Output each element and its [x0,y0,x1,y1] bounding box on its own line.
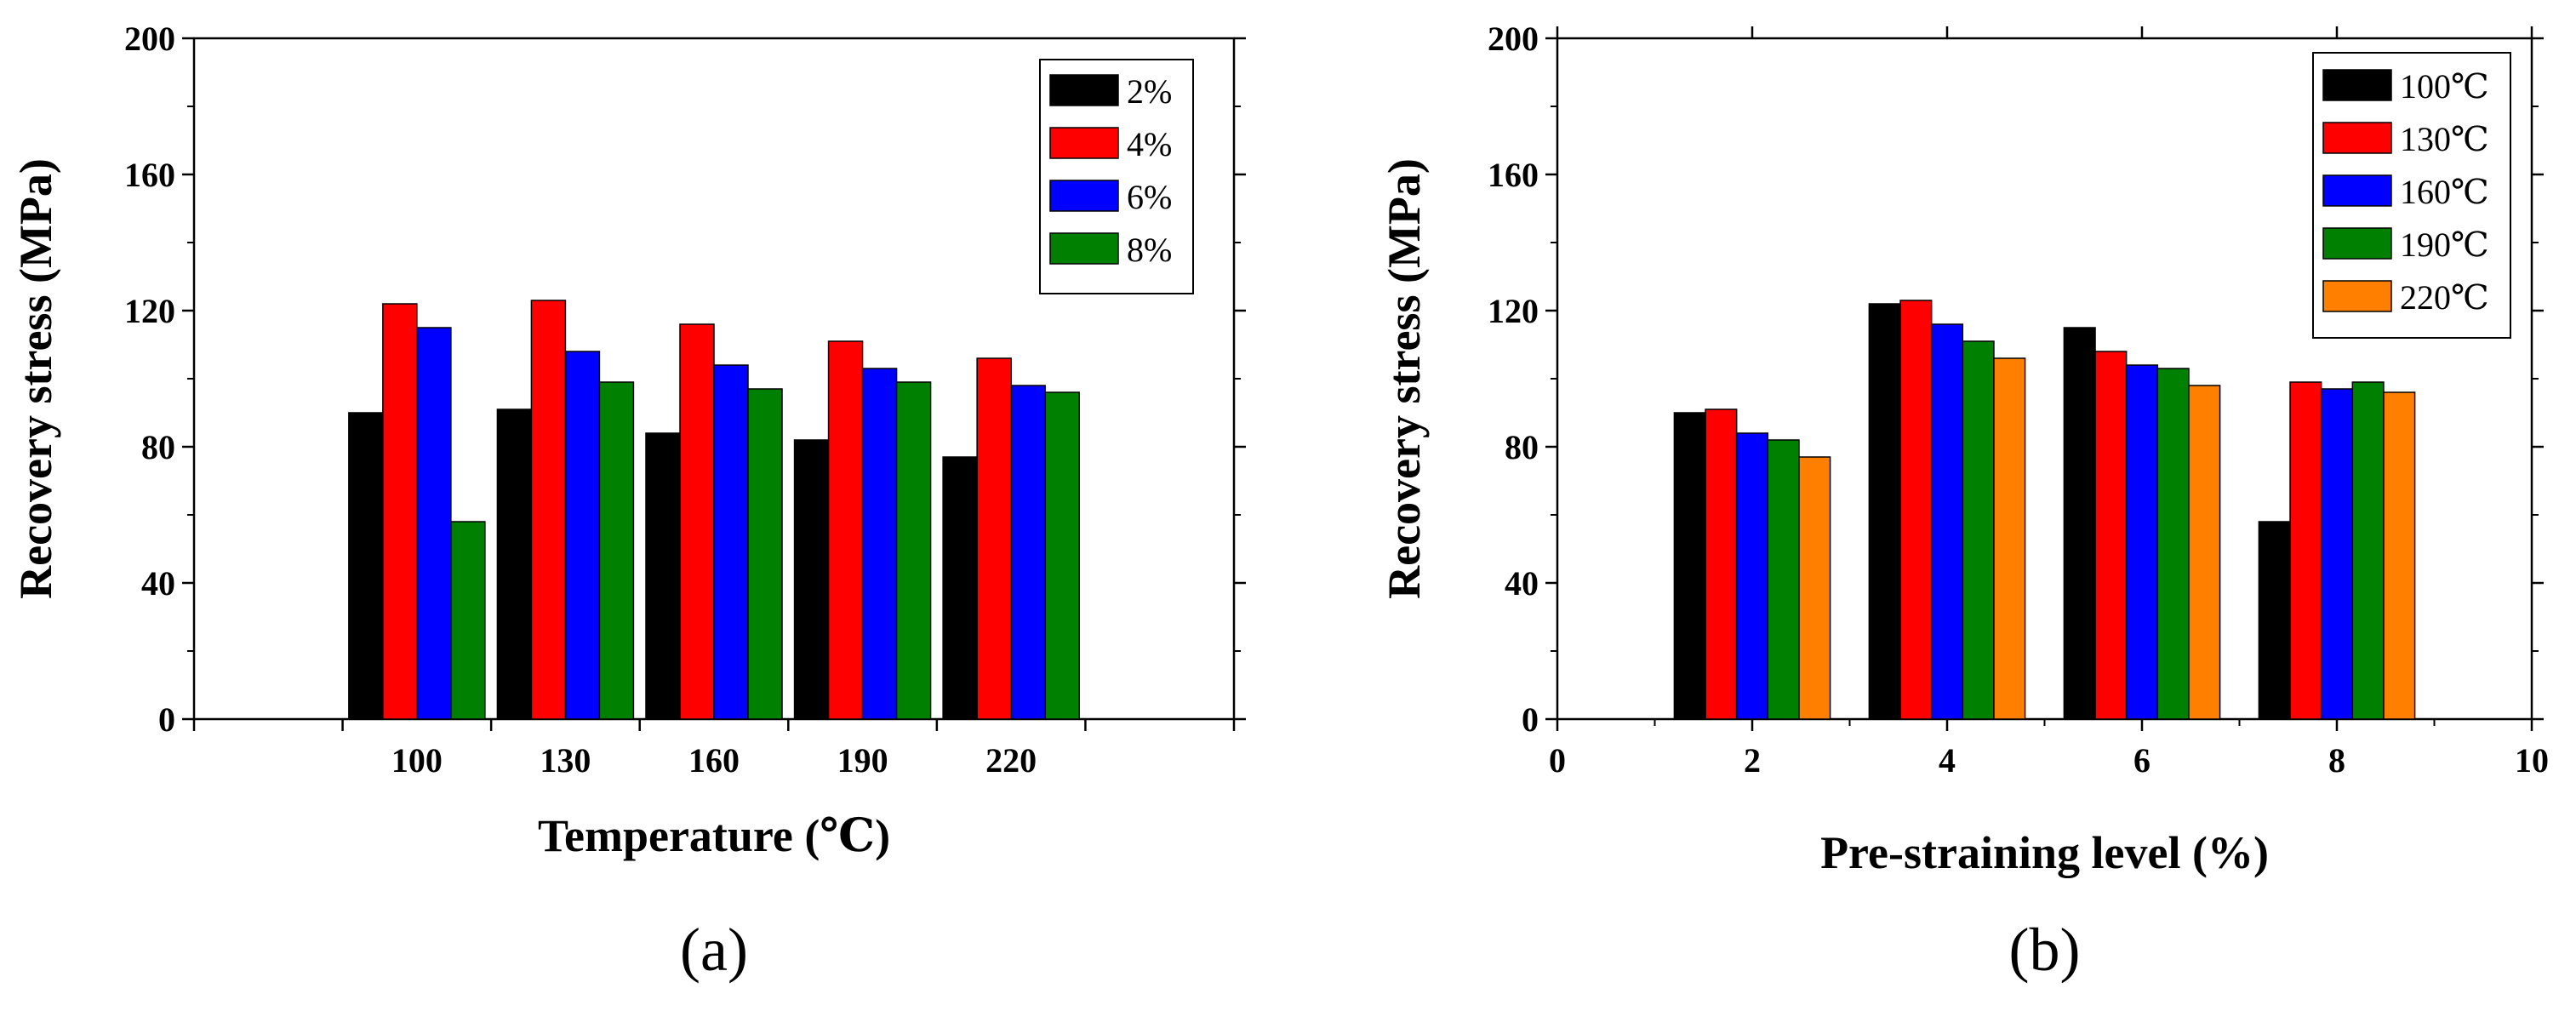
legend-swatch [2322,69,2392,101]
panel-label: (b) [2009,916,2081,984]
bar [679,323,715,720]
y-tick-label: 0 [158,700,175,739]
y-tick-label: 80 [1505,428,1539,466]
legend-swatch [2322,174,2392,207]
bar [861,368,898,720]
x-tick-label: 10 [2515,741,2549,780]
y-tick-label: 200 [1488,20,1539,58]
bar [976,357,1012,720]
bar [1767,439,1800,720]
y-tick-label: 160 [124,156,175,194]
legend-swatch [1049,74,1119,106]
bar [1993,357,2026,720]
legend-label: 4% [1127,125,1172,163]
y-tick-label: 40 [1505,564,1539,603]
legend-label: 160℃ [2400,173,2489,211]
bar [2320,388,2354,720]
legend-swatch [2322,227,2392,260]
bar [530,300,567,720]
x-tick-label: 160 [688,741,740,780]
x-tick-label: 6 [2133,741,2150,780]
chart-panel-b: 0 40 80 120 160 200 0 2 4 6 8 10 100℃ 130℃ 160℃ 190℃ 220… [1379,20,2549,984]
x-tick-label: 2 [1744,741,1761,780]
legend-swatch [1049,232,1119,265]
bar [1673,412,1706,720]
bar [382,303,418,720]
bar [1798,456,1831,720]
bar [2258,521,2291,720]
bar [2094,351,2128,720]
bar [747,388,783,720]
bar [348,412,384,720]
bar [2063,327,2096,720]
x-axis-title: Pre-straining level (%) [1820,827,2269,878]
bar [1962,340,1995,720]
legend-swatch [1049,127,1119,159]
x-tick-label: 0 [1549,741,1566,780]
y-tick-label: 200 [124,20,175,58]
y-tick-label: 40 [141,564,175,603]
bar [496,408,533,720]
bar [2156,368,2190,720]
bar [1930,323,1964,720]
bar [942,456,978,720]
bar [2125,364,2159,720]
bar [2188,385,2221,720]
y-axis-title: Recovery stress (MPa) [10,158,61,599]
bar [1735,432,1769,720]
legend-label: 130℃ [2400,120,2489,158]
bar [713,364,749,720]
y-tick-label: 160 [1488,156,1539,194]
bar [598,381,635,720]
x-axis-title: Temperature (℃) [538,810,890,861]
bar [1868,303,1901,720]
legend-label: 8% [1127,231,1172,269]
legend-swatch [1049,180,1119,212]
bar [827,340,864,720]
bar [2351,381,2385,720]
chart-panel-a: 0 40 80 120 160 200 100 130 160 190 220 2% 4% 6% 8% Tem… [10,20,1246,984]
bar [2383,391,2416,720]
bar [416,327,452,720]
y-tick-label: 120 [1488,292,1539,330]
legend-swatch [2322,122,2392,154]
legend-swatch [2322,280,2392,312]
bar [1044,391,1080,720]
bar [1899,300,1933,720]
bar [645,432,681,720]
legend-label: 6% [1127,178,1172,216]
x-tick-label: 8 [2328,741,2345,780]
bar [564,351,601,720]
y-tick-label: 120 [124,292,175,330]
x-tick-label: 130 [540,741,591,780]
legend-label: 220℃ [2400,278,2489,317]
x-tick-label: 4 [1939,741,1956,780]
x-tick-label: 220 [985,741,1037,780]
legend-label: 100℃ [2400,67,2489,106]
bar [793,439,830,720]
y-axis-title: Recovery stress (MPa) [1379,158,1430,599]
bar [450,521,486,720]
bar [1010,385,1046,720]
bar [1705,408,1738,720]
y-tick-label: 80 [141,428,175,466]
x-tick-label: 190 [837,741,888,780]
y-tick-label: 0 [1522,700,1539,739]
legend-label: 2% [1127,72,1172,111]
x-tick-label: 100 [391,741,443,780]
legend-label: 190℃ [2400,226,2489,264]
bar [895,381,932,720]
bar [2289,381,2322,720]
panel-label: (a) [680,916,748,984]
